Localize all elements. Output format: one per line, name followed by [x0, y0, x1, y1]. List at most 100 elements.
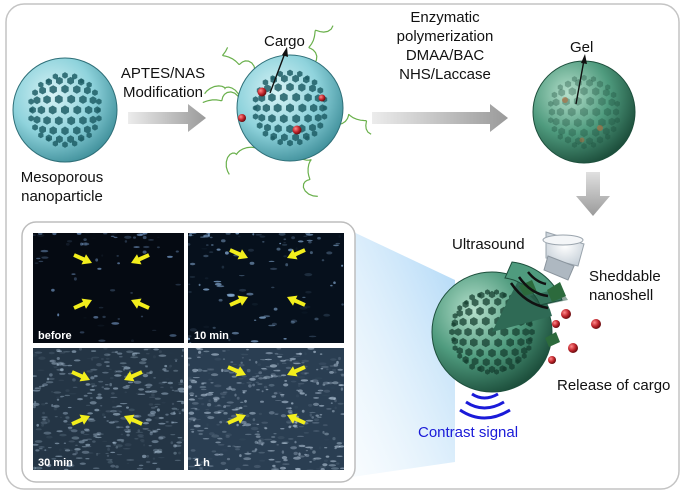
pore — [521, 353, 527, 359]
label-sheddable-2: nanoshell — [589, 287, 653, 304]
mesoporous-nanoparticle — [12, 57, 118, 163]
pore — [84, 105, 93, 115]
pore — [49, 85, 57, 94]
pore — [28, 98, 34, 105]
pore — [46, 136, 51, 142]
pore — [86, 81, 92, 88]
pore — [449, 328, 455, 336]
pore — [258, 113, 266, 122]
pore — [28, 115, 34, 122]
pore — [571, 76, 578, 82]
pore — [286, 103, 294, 113]
pore — [494, 358, 502, 367]
pore — [268, 114, 276, 123]
pore — [287, 139, 293, 147]
pore — [598, 97, 606, 106]
pore — [262, 103, 270, 113]
pore — [562, 118, 570, 127]
pore — [465, 307, 473, 316]
pore — [67, 116, 76, 126]
process-arrow-1 — [128, 104, 206, 132]
pore — [92, 124, 98, 131]
marker-arrow-icon — [229, 295, 248, 307]
pore — [568, 128, 576, 137]
pore — [469, 363, 475, 370]
pore — [469, 294, 475, 301]
pore — [252, 96, 259, 103]
pore — [499, 291, 506, 299]
pore — [612, 108, 620, 116]
released-cargo — [552, 320, 560, 328]
pore — [254, 104, 261, 112]
process-arrow-2 — [372, 104, 508, 132]
pore — [79, 116, 87, 125]
pore — [558, 127, 566, 136]
pore — [451, 319, 458, 327]
pore — [62, 141, 68, 148]
label-mesoporous-2: nanoparticle — [21, 188, 103, 205]
label-enzymatic-3: DMAA/BAC — [406, 47, 485, 64]
pore — [38, 81, 44, 88]
pore — [49, 126, 57, 135]
pore — [494, 338, 503, 348]
pore — [500, 327, 509, 337]
pore — [488, 365, 496, 374]
pore — [84, 125, 91, 134]
pore — [281, 74, 288, 83]
pore — [482, 297, 490, 306]
pore — [29, 106, 36, 114]
pore — [580, 107, 588, 117]
pore — [564, 136, 572, 144]
pore — [456, 347, 463, 355]
cargo-pointer-head — [282, 47, 288, 57]
pore — [608, 117, 616, 126]
pore — [526, 345, 532, 351]
pore — [481, 338, 490, 348]
panel-label-before: before — [38, 330, 72, 342]
label-release: Release of cargo — [557, 377, 670, 394]
pore — [515, 359, 520, 365]
pore — [476, 306, 484, 316]
pore — [317, 87, 324, 94]
pore — [465, 348, 473, 357]
ultrasound-panel-10min — [188, 233, 344, 343]
released-cargo — [568, 343, 578, 353]
pore — [592, 128, 600, 137]
pore — [286, 82, 294, 92]
pore — [84, 86, 91, 95]
pore — [528, 322, 533, 328]
polymer-chain — [308, 25, 334, 67]
marker-arrow-icon — [227, 413, 246, 425]
pore — [564, 80, 572, 88]
marker-arrow-icon — [131, 298, 150, 310]
marker-arrow-icon — [71, 414, 90, 426]
pore — [297, 138, 303, 146]
pore — [62, 72, 68, 79]
pore — [321, 113, 328, 120]
pore — [298, 83, 306, 92]
pore — [322, 105, 328, 111]
pore — [528, 336, 533, 342]
pore — [61, 84, 69, 94]
pore — [457, 305, 463, 311]
pore — [590, 76, 597, 82]
label-aptes-1: APTES/NAS — [121, 65, 205, 82]
pore — [573, 118, 582, 128]
shell-fragment — [545, 332, 560, 347]
pore — [470, 317, 478, 326]
pore — [511, 348, 519, 357]
pore — [43, 95, 51, 104]
pore — [598, 118, 606, 127]
pore — [485, 289, 490, 295]
pore — [529, 328, 535, 336]
pore — [277, 70, 283, 78]
pore — [262, 130, 269, 137]
pore — [614, 100, 620, 107]
pore — [502, 366, 507, 372]
pore — [281, 133, 288, 142]
pore — [596, 136, 604, 144]
pore — [79, 95, 87, 104]
pore — [459, 338, 467, 347]
pore — [297, 70, 303, 78]
pore — [451, 337, 458, 345]
